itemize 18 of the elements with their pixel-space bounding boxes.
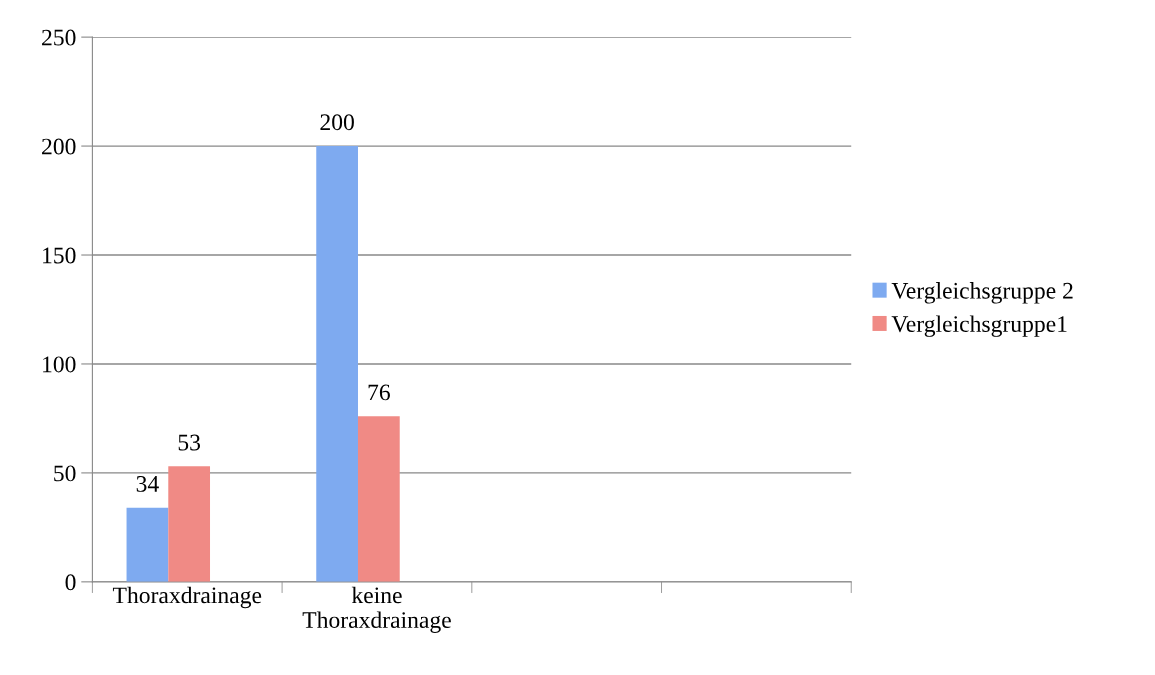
x-tick-label: Thoraxdrainage: [112, 586, 262, 609]
y-tick-label: 100: [43, 356, 76, 373]
legend-label: Vergleichsgruppe1: [891, 315, 1067, 337]
bar: [168, 466, 211, 582]
y-tick-label: 200: [42, 138, 76, 155]
bar: [316, 146, 358, 582]
y-tick-label: 0: [65, 574, 76, 591]
bar: [357, 416, 400, 582]
legend-label: Vergleichsgruppe 2: [891, 282, 1073, 304]
data-label: 34: [136, 475, 159, 492]
x-tick-label: keine Thoraxdrainage: [302, 586, 451, 633]
y-tick-label: 150: [43, 247, 76, 264]
y-tick-label: 50: [54, 465, 76, 482]
data-label: 53: [178, 434, 201, 451]
y-tick-label: 250: [42, 29, 76, 46]
data-label: 200: [320, 114, 354, 131]
bar: [126, 507, 169, 582]
data-label: 76: [368, 384, 390, 401]
